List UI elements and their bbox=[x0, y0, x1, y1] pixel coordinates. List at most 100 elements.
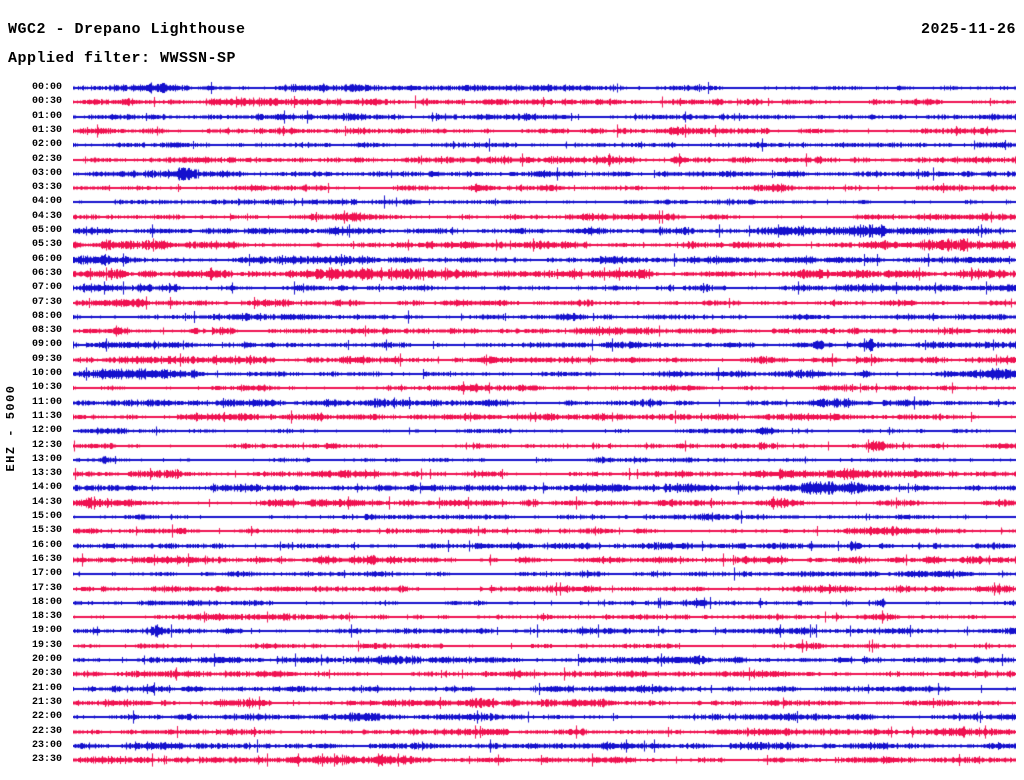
trace-waveform bbox=[73, 338, 1016, 353]
trace-waveform bbox=[73, 638, 1016, 653]
time-label: 23:00 bbox=[31, 739, 62, 751]
trace-row: 22:00 bbox=[0, 710, 1024, 725]
trace-row: 08:30 bbox=[0, 324, 1024, 339]
trace-waveform bbox=[73, 381, 1016, 396]
trace-row: 06:00 bbox=[0, 252, 1024, 267]
trace-waveform bbox=[73, 195, 1016, 210]
trace-row: 18:30 bbox=[0, 610, 1024, 625]
time-label: 20:00 bbox=[31, 654, 62, 665]
trace-waveform bbox=[73, 724, 1016, 739]
trace-row: 01:00 bbox=[0, 109, 1024, 124]
trace-row: 14:30 bbox=[0, 495, 1024, 510]
trace-waveform bbox=[73, 281, 1016, 296]
trace-row: 17:00 bbox=[0, 567, 1024, 582]
time-label: 19:00 bbox=[31, 625, 62, 637]
trace-row: 07:30 bbox=[0, 295, 1024, 310]
time-label: 00:00 bbox=[31, 82, 62, 93]
time-label: 14:00 bbox=[31, 482, 62, 494]
time-label: 02:00 bbox=[31, 139, 62, 151]
trace-waveform bbox=[73, 181, 1016, 196]
trace-row: 01:30 bbox=[0, 123, 1024, 138]
trace-waveform bbox=[73, 552, 1016, 567]
time-label: 11:30 bbox=[31, 410, 62, 422]
time-label: 20:30 bbox=[31, 668, 62, 680]
trace-row: 15:30 bbox=[0, 524, 1024, 539]
time-label: 03:00 bbox=[31, 167, 62, 179]
time-label: 08:00 bbox=[31, 310, 62, 322]
trace-waveform bbox=[73, 352, 1016, 367]
trace-row: 10:30 bbox=[0, 381, 1024, 396]
trace-waveform bbox=[73, 567, 1016, 582]
trace-row: 21:00 bbox=[0, 681, 1024, 696]
time-label: 05:30 bbox=[31, 239, 62, 251]
trace-waveform bbox=[73, 467, 1016, 482]
time-label: 07:00 bbox=[31, 282, 62, 294]
trace-row: 02:00 bbox=[0, 138, 1024, 153]
trace-waveform bbox=[73, 166, 1016, 181]
trace-row: 06:30 bbox=[0, 266, 1024, 281]
trace-row: 13:00 bbox=[0, 452, 1024, 467]
trace-waveform bbox=[73, 438, 1016, 453]
time-label: 15:30 bbox=[31, 525, 62, 537]
trace-row: 03:30 bbox=[0, 181, 1024, 196]
trace-waveform bbox=[73, 295, 1016, 310]
trace-row: 05:30 bbox=[0, 238, 1024, 253]
time-label: 17:30 bbox=[31, 582, 62, 594]
trace-row: 14:00 bbox=[0, 481, 1024, 496]
trace-waveform bbox=[73, 610, 1016, 625]
time-label: 14:30 bbox=[31, 496, 62, 508]
trace-waveform bbox=[73, 123, 1016, 138]
trace-row: 09:00 bbox=[0, 338, 1024, 353]
trace-waveform bbox=[73, 209, 1016, 224]
time-label: 08:30 bbox=[31, 325, 62, 337]
time-label: 10:30 bbox=[31, 382, 62, 394]
trace-waveform bbox=[73, 595, 1016, 610]
time-label: 22:30 bbox=[31, 725, 62, 737]
time-label: 22:00 bbox=[31, 711, 62, 723]
trace-row: 18:00 bbox=[0, 595, 1024, 610]
time-label: 18:00 bbox=[31, 596, 62, 608]
trace-row: 02:30 bbox=[0, 152, 1024, 167]
date-label: 2025-11-26 bbox=[920, 21, 1016, 38]
time-label: 16:30 bbox=[31, 553, 62, 565]
time-label: 15:00 bbox=[31, 511, 62, 522]
trace-waveform bbox=[73, 653, 1016, 667]
trace-waveform bbox=[73, 710, 1016, 725]
trace-waveform bbox=[73, 481, 1016, 496]
trace-row: 20:00 bbox=[0, 653, 1024, 667]
trace-waveform bbox=[73, 624, 1016, 639]
trace-row: 04:00 bbox=[0, 195, 1024, 210]
trace-waveform bbox=[73, 109, 1016, 124]
trace-row: 11:30 bbox=[0, 409, 1024, 424]
trace-row: 19:00 bbox=[0, 624, 1024, 639]
trace-row: 10:00 bbox=[0, 367, 1024, 381]
trace-row: 11:00 bbox=[0, 395, 1024, 410]
trace-waveform bbox=[73, 581, 1016, 596]
time-label: 07:30 bbox=[31, 296, 62, 308]
time-label: 13:30 bbox=[31, 468, 62, 480]
time-label: 21:30 bbox=[31, 696, 62, 708]
trace-waveform bbox=[73, 524, 1016, 539]
trace-row: 22:30 bbox=[0, 724, 1024, 739]
trace-row: 17:30 bbox=[0, 581, 1024, 596]
time-label: 17:00 bbox=[31, 568, 62, 580]
trace-row: 23:00 bbox=[0, 738, 1024, 753]
trace-row: 19:30 bbox=[0, 638, 1024, 653]
time-label: 12:30 bbox=[31, 439, 62, 451]
trace-waveform bbox=[73, 510, 1016, 524]
trace-waveform bbox=[73, 238, 1016, 253]
time-label: 05:00 bbox=[31, 225, 62, 236]
trace-waveform bbox=[73, 95, 1016, 110]
trace-waveform bbox=[73, 495, 1016, 510]
trace-waveform bbox=[73, 409, 1016, 424]
trace-row: 04:30 bbox=[0, 209, 1024, 224]
trace-waveform bbox=[73, 367, 1016, 381]
trace-row: 05:00 bbox=[0, 224, 1024, 238]
trace-waveform bbox=[73, 138, 1016, 153]
trace-row: 08:00 bbox=[0, 309, 1024, 324]
trace-waveform bbox=[73, 695, 1016, 710]
time-label: 04:00 bbox=[31, 196, 62, 208]
time-label: 01:30 bbox=[31, 124, 62, 136]
time-label: 23:30 bbox=[31, 754, 62, 766]
page-title: WGC2 - Drepano Lighthouse bbox=[8, 21, 246, 38]
